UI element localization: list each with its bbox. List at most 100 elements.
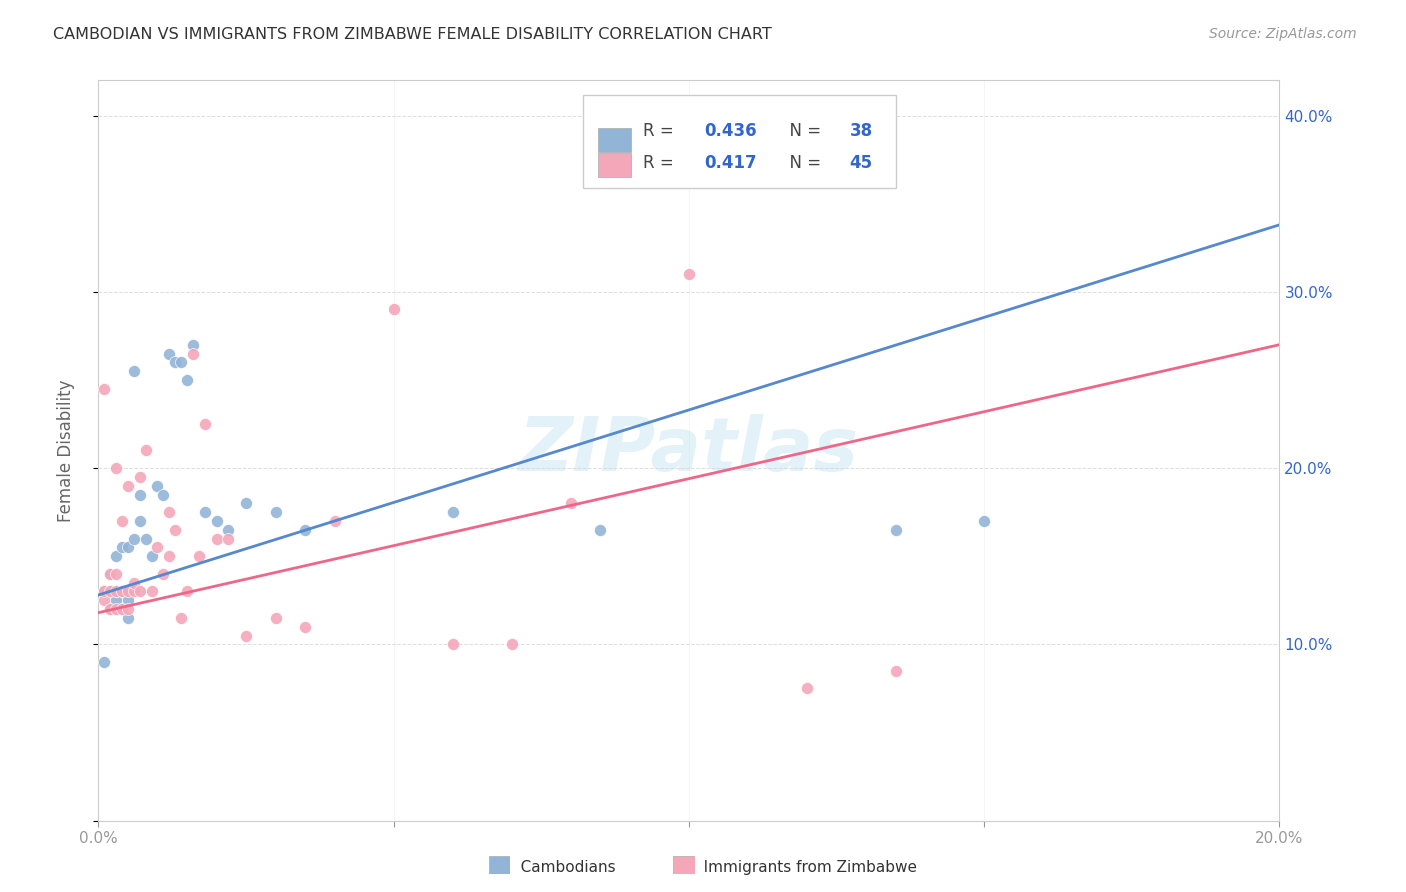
Point [217,523,239,537]
Text: Cambodians: Cambodians [506,860,616,874]
Point [294,620,316,634]
Point [128,584,150,599]
Point [128,470,150,484]
Text: 38: 38 [849,122,873,140]
Text: 0.436: 0.436 [704,122,756,140]
Point [98,584,121,599]
Point [294,523,316,537]
Point [170,611,193,625]
Point [884,664,907,678]
Point [117,602,139,616]
Point [323,514,346,528]
Point [122,364,145,378]
Y-axis label: Female Disability: Female Disability [56,379,75,522]
Point [111,514,134,528]
Point [117,541,139,555]
Point [111,602,134,616]
Point [111,602,134,616]
Point [678,267,700,281]
FancyBboxPatch shape [598,153,631,178]
Text: 0.417: 0.417 [704,153,756,171]
Point [146,541,169,555]
Point [501,637,523,651]
Point [117,479,139,493]
Point [128,514,150,528]
Point [135,532,157,546]
Point [152,566,174,581]
Point [194,505,217,519]
Point [105,549,128,564]
Point [176,584,198,599]
Point [111,541,134,555]
Point [217,532,239,546]
Point [194,417,217,431]
Point [235,628,257,642]
Text: N =: N = [779,153,827,171]
Point [111,584,134,599]
Point [105,566,128,581]
Point [93,584,115,599]
Point [796,681,818,696]
FancyBboxPatch shape [598,128,631,152]
Point [181,346,204,360]
Point [122,532,145,546]
Text: R =: R = [643,153,679,171]
Point [93,382,115,396]
Point [93,593,115,607]
Point [141,549,163,564]
Point [105,602,128,616]
Text: CAMBODIAN VS IMMIGRANTS FROM ZIMBABWE FEMALE DISABILITY CORRELATION CHART: CAMBODIAN VS IMMIGRANTS FROM ZIMBABWE FE… [53,27,772,42]
Point [157,346,180,360]
Point [105,593,128,607]
Point [98,602,121,616]
Point [122,575,145,590]
Point [98,602,121,616]
Text: 45: 45 [849,153,873,171]
Point [98,566,121,581]
Point [235,496,257,510]
Text: Source: ZipAtlas.com: Source: ZipAtlas.com [1209,27,1357,41]
Point [135,443,157,458]
Point [93,584,115,599]
Point [181,337,204,351]
Point [382,302,405,317]
Text: N =: N = [779,122,827,140]
Point [128,487,150,501]
Text: Immigrants from Zimbabwe: Immigrants from Zimbabwe [689,860,917,874]
Point [105,584,128,599]
Point [157,505,180,519]
Point [205,514,228,528]
Point [560,496,582,510]
Point [98,566,121,581]
Text: ZIPatlas: ZIPatlas [519,414,859,487]
Point [105,584,128,599]
Point [170,355,193,369]
Point [176,373,198,387]
Point [105,461,128,475]
Text: R =: R = [643,122,679,140]
Point [111,584,134,599]
FancyBboxPatch shape [582,95,896,187]
Point [264,611,287,625]
Point [264,505,287,519]
Point [441,505,464,519]
Point [205,532,228,546]
Point [589,523,612,537]
Point [187,549,209,564]
Point [157,549,180,564]
Point [98,584,121,599]
Point [165,355,187,369]
Point [117,611,139,625]
Point [105,602,128,616]
Point [441,637,464,651]
Point [93,655,115,669]
Point [146,479,169,493]
Point [884,523,907,537]
Point [117,584,139,599]
Point [973,514,995,528]
Point [165,523,187,537]
Point [122,584,145,599]
Point [141,584,163,599]
Point [117,593,139,607]
Point [152,487,174,501]
